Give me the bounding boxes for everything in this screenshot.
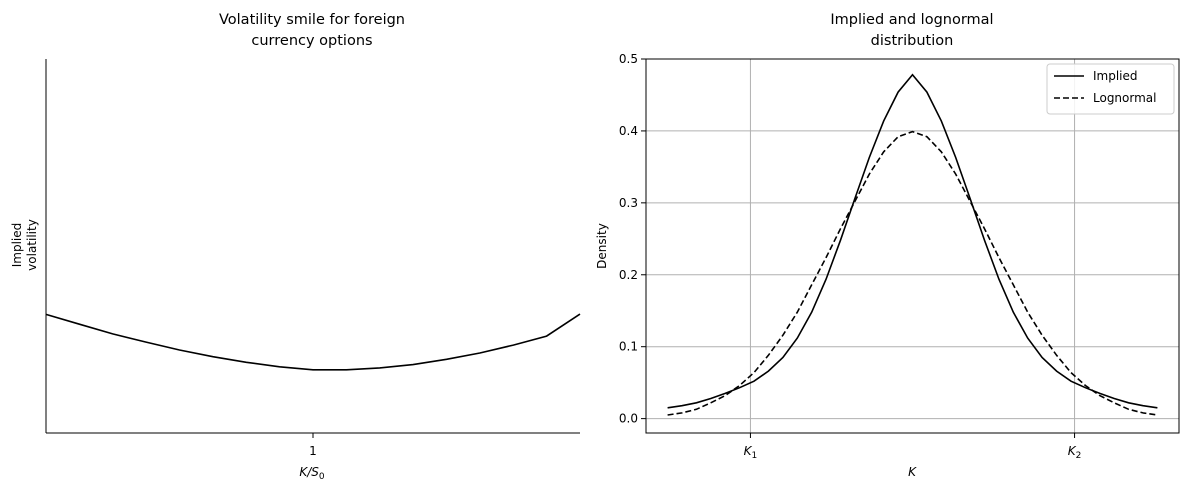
y-tick-label: 0.1	[619, 340, 638, 354]
y-ticks: 0.0 0.1 0.2 0.3 0.4 0.5	[619, 52, 646, 426]
x-tick-label: K1	[744, 444, 758, 461]
x-tick-label: K2	[1068, 444, 1082, 461]
grid	[646, 58, 1179, 433]
x-axis-label: K/S0	[299, 465, 325, 482]
legend-label-lognormal: Lognormal	[1093, 91, 1156, 105]
x-tick-label-sub: 2	[1076, 451, 1082, 461]
y-axis-label: Density	[595, 223, 609, 269]
implied-density-line	[667, 73, 1158, 409]
implied-volatility-line	[45, 313, 581, 371]
x-ticks: K1 K2	[744, 433, 1082, 461]
lognormal-density-line	[667, 130, 1158, 416]
x-tick-label-sub: 1	[752, 451, 758, 461]
x-axis-label-sub: 0	[319, 472, 325, 482]
legend-label-implied: Implied	[1093, 69, 1138, 83]
y-tick-label: 0.2	[619, 268, 638, 282]
x-ticks: 1	[309, 433, 317, 458]
chart-title-line-1: Volatility smile for foreign	[219, 12, 405, 28]
y-axis-label-line-1: Implied	[10, 223, 24, 268]
y-axis-label-line-2: volatility	[25, 219, 39, 271]
y-tick-label: 0.5	[619, 52, 638, 66]
chart-title-line-2: currency options	[251, 33, 372, 49]
y-tick-label: 0.0	[619, 412, 638, 426]
y-tick-label: 0.4	[619, 124, 638, 138]
x-tick-label: 1	[309, 444, 317, 458]
chart-title-line-1: Implied and lognormal	[830, 12, 993, 28]
x-tick-label-main: K	[744, 444, 753, 458]
x-axis-label-main: K/S	[299, 465, 319, 479]
chart-title-line-2: distribution	[871, 33, 954, 49]
y-tick-label: 0.3	[619, 196, 638, 210]
x-axis-label: K	[908, 465, 917, 479]
legend: Implied Lognormal	[1046, 63, 1175, 115]
volatility-smile-chart: Volatility smile for foreign currency op…	[10, 12, 581, 482]
x-tick-label-main: K	[1068, 444, 1077, 458]
density-chart: Implied and lognormal distribution 0.00.…	[595, 12, 1180, 479]
plot-frame	[645, 58, 1180, 434]
